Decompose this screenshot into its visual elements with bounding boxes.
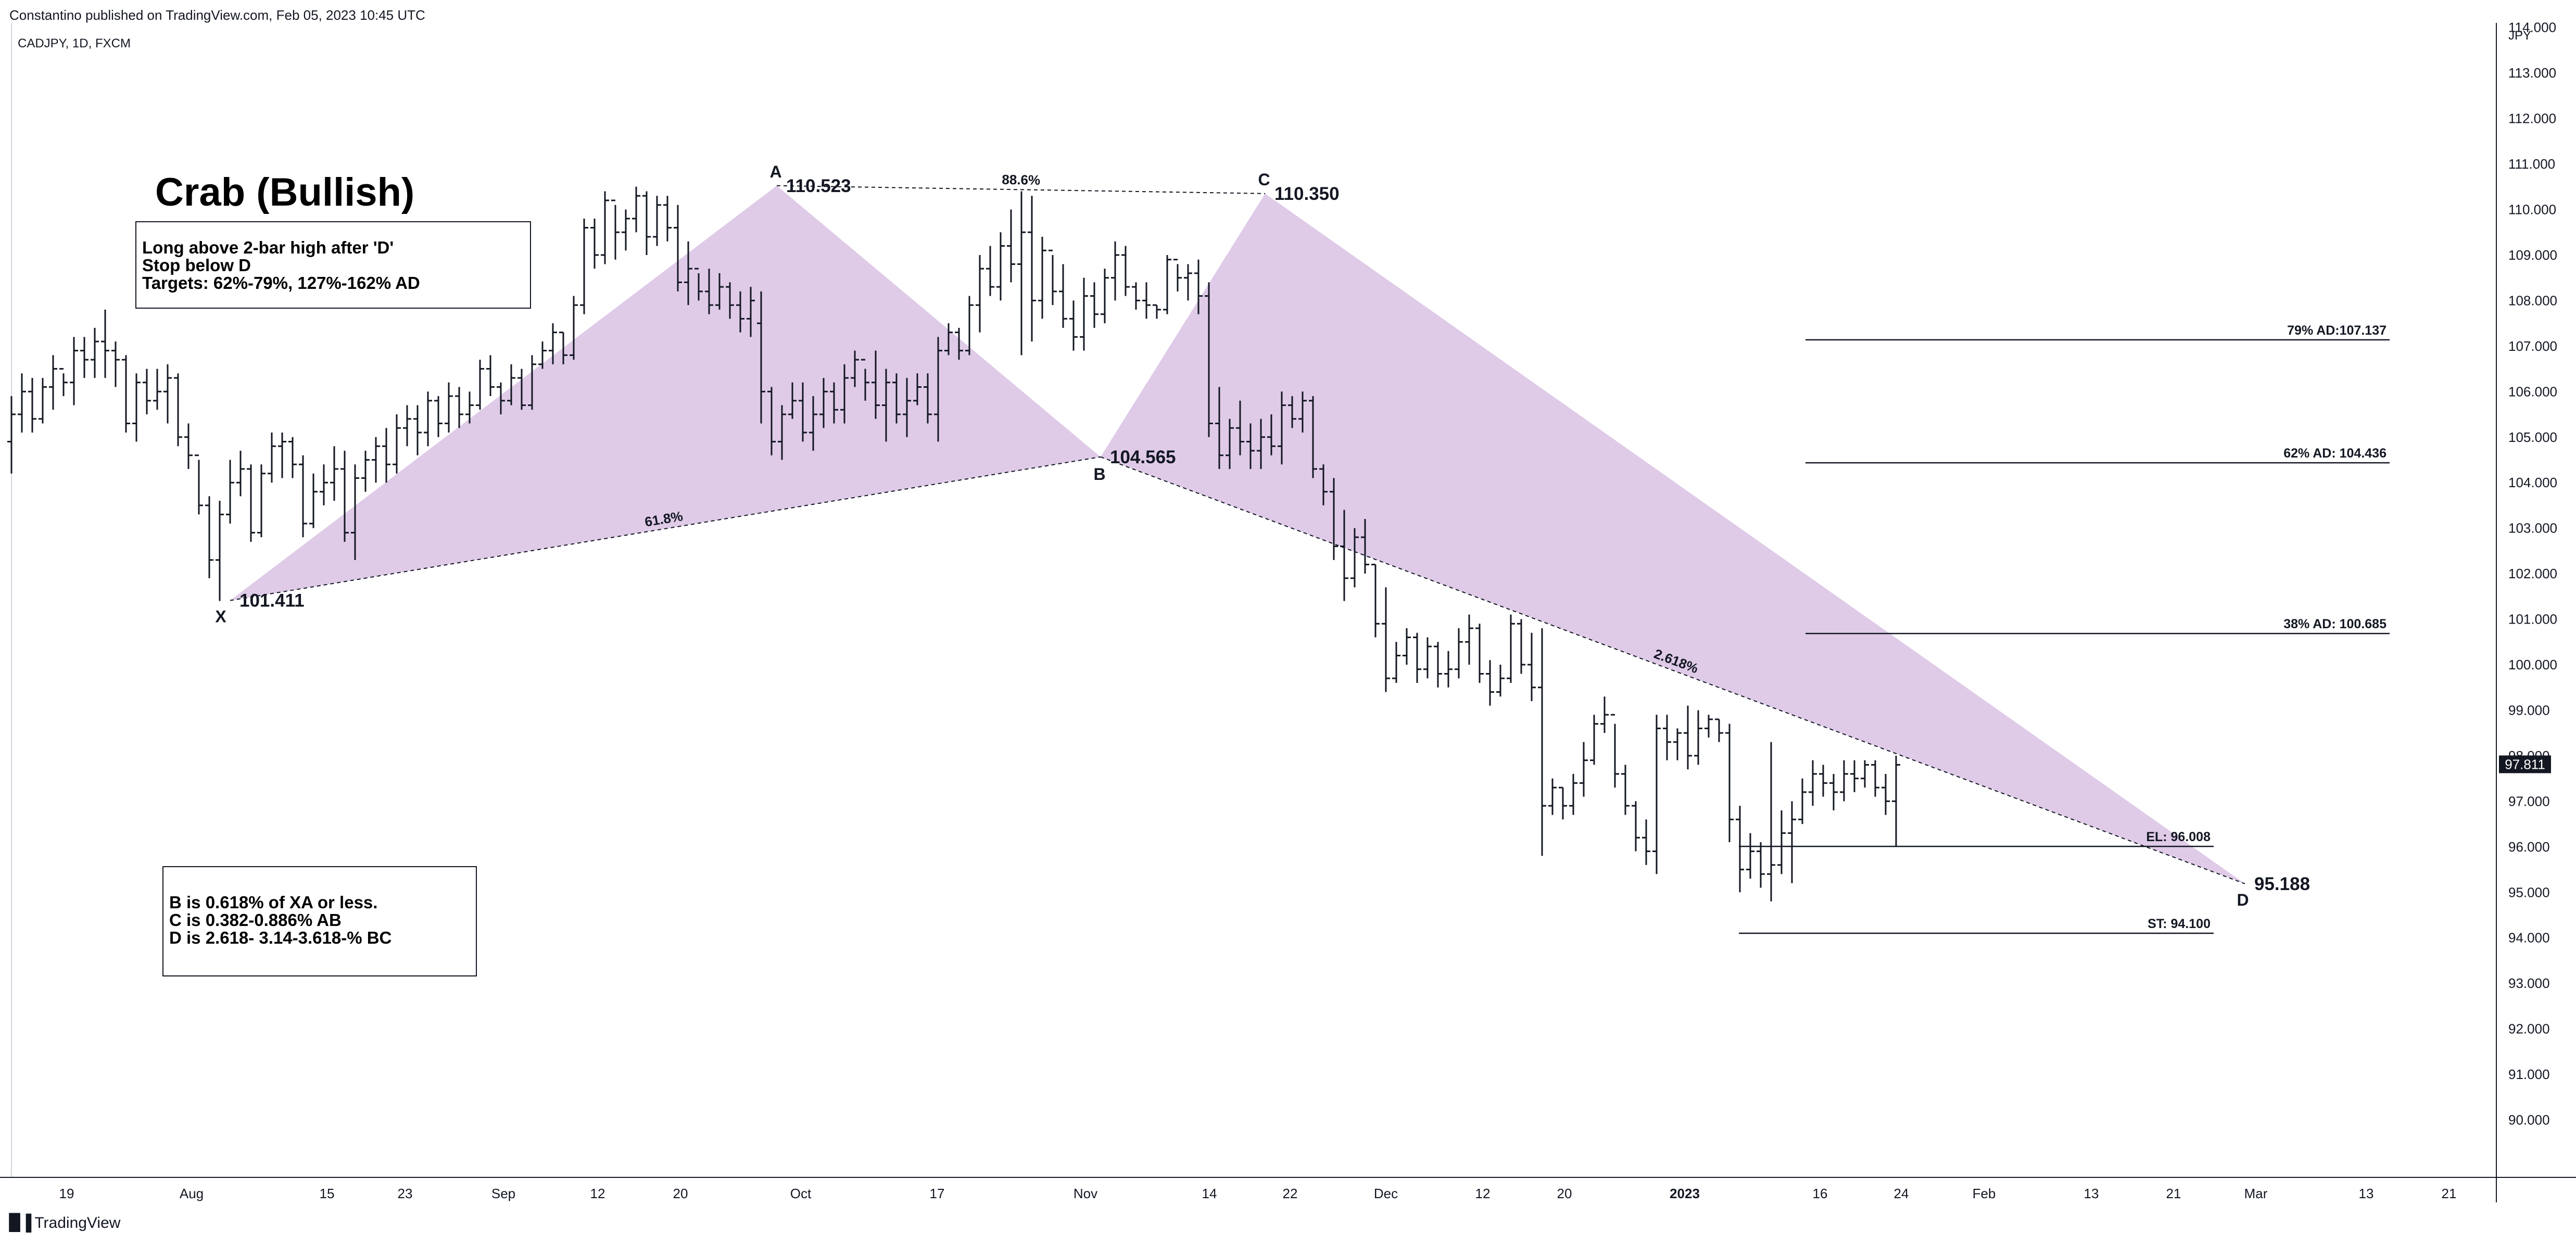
x-tick-label: Aug [180, 1186, 204, 1201]
x-tick-label: 21 [2442, 1186, 2457, 1201]
y-tick-label: 106.000 [2508, 384, 2557, 399]
targets-note[interactable]: Long above 2-bar high after 'D' Stop bel… [135, 221, 531, 309]
x-tick-label: 21 [2166, 1186, 2181, 1201]
pivot-letter: D [2237, 891, 2249, 909]
note-line: C is 0.382-0.886% AB [169, 910, 342, 930]
y-tick-label: 101.000 [2508, 612, 2557, 627]
note-line: B is 0.618% of XA or less. [169, 893, 378, 912]
y-tick-label: 105.000 [2508, 429, 2557, 445]
x-tick-label: 12 [590, 1186, 605, 1201]
currency-label: JPY [2508, 29, 2531, 43]
y-tick-label: 113.000 [2508, 65, 2556, 81]
chart-frame [0, 23, 2576, 1202]
pivot-price: 110.350 [1274, 184, 1340, 204]
x-tick-label: 12 [1475, 1186, 1491, 1201]
x-tick-label: Feb [1973, 1186, 1996, 1201]
x-tick-label: 23 [398, 1186, 413, 1201]
x-tick-label: Sep [491, 1186, 515, 1201]
pivot-letter: C [1258, 170, 1270, 189]
target-levels: 79% AD:107.137 62% AD: 104.436 38% AD: 100… [1739, 323, 2390, 934]
y-tick-label: 104.000 [2508, 475, 2557, 490]
y-tick-label: 112.000 [2508, 111, 2556, 126]
x-tick-label: 19 [59, 1186, 74, 1201]
x-tick-label: 14 [1202, 1186, 1217, 1201]
x-tick-label: 20 [673, 1186, 688, 1201]
x-tick-label: Oct [790, 1186, 812, 1201]
x-tick-label: Nov [1074, 1186, 1097, 1201]
y-tick-label: 90.000 [2508, 1112, 2550, 1128]
level-label: 38% AD: 100.685 [2283, 617, 2386, 631]
symbol-label[interactable]: CADJPY, 1D, FXCM [18, 36, 131, 50]
pivot-letter: B [1093, 465, 1105, 484]
y-tick-label: 94.000 [2508, 930, 2550, 946]
y-tick-label: 108.000 [2508, 293, 2557, 308]
y-tick-label: 103.000 [2508, 521, 2557, 536]
x-tick-label: Mar [2244, 1186, 2268, 1201]
y-tick-label: 110.000 [2508, 202, 2556, 218]
ohlc-bars [7, 186, 1900, 902]
note-line: Targets: 62%-79%, 127%-162% AD [142, 273, 420, 293]
pivot-letter: A [769, 162, 781, 181]
pivot-price: 101.411 [239, 591, 305, 611]
tradingview-watermark: ▉▐ TradingView [9, 1214, 120, 1232]
pivot-price: 110.523 [786, 176, 851, 196]
triangle-xab [230, 185, 1101, 601]
harmonic-pattern-lines [230, 185, 2245, 884]
y-tick-label: 96.000 [2508, 839, 2550, 855]
y-tick-label: 100.000 [2508, 657, 2557, 672]
pattern-title: Crab (Bullish) [155, 170, 415, 214]
level-label: ST: 94.100 [2148, 917, 2211, 931]
y-tick-label: 99.000 [2508, 702, 2550, 718]
pivot-price: 104.565 [1110, 447, 1176, 467]
y-tick-label: 114.000 [2508, 20, 2556, 35]
x-tick-label: 13 [2084, 1186, 2099, 1201]
published-by: Constantino published on TradingView.com… [9, 7, 425, 23]
triangle-bcd [1101, 193, 2245, 884]
current-price-value: 97.811 [2505, 756, 2545, 772]
note-line: D is 2.618- 3.14-3.618-% BC [169, 928, 392, 947]
harmonic-pattern-fill [230, 185, 2245, 884]
tradingview-logo-icon: ▉▐ [9, 1214, 31, 1232]
x-tick-label: 2023 [1670, 1186, 1700, 1201]
pivot-price: 95.188 [2254, 874, 2310, 894]
level-label: EL: 96.008 [2146, 830, 2211, 844]
y-tick-label: 109.000 [2508, 247, 2557, 263]
x-tick-label: 24 [1894, 1186, 1909, 1201]
rules-note[interactable]: B is 0.618% of XA or less. C is 0.382-0.… [162, 866, 477, 976]
y-tick-label: 93.000 [2508, 975, 2550, 991]
x-tick-label: 17 [930, 1186, 945, 1201]
y-tick-label: 92.000 [2508, 1021, 2550, 1037]
line-ac [776, 185, 1266, 194]
note-line: Stop below D [142, 256, 251, 275]
y-tick-label: 91.000 [2508, 1067, 2550, 1082]
ratio-label: 88.6% [1002, 172, 1040, 188]
y-tick-label: 102.000 [2508, 566, 2557, 581]
current-price-badge [2499, 755, 2551, 773]
x-tick-label: Dec [1374, 1186, 1398, 1201]
line-bd [1100, 456, 2245, 884]
level-label: 79% AD:107.137 [2287, 323, 2386, 338]
y-tick-label: 111.000 [2508, 156, 2555, 172]
y-tick-label: 107.000 [2508, 338, 2557, 354]
watermark-text: TradingView [34, 1214, 121, 1232]
pivot-letter: X [215, 607, 226, 626]
x-tick-label: 20 [1557, 1186, 1572, 1201]
line-xb [230, 456, 1101, 601]
x-tick-label: 13 [2359, 1186, 2374, 1201]
note-line: Long above 2-bar high after 'D' [142, 238, 394, 257]
level-label: 62% AD: 104.436 [2283, 446, 2386, 461]
y-tick-label: 95.000 [2508, 884, 2550, 900]
x-tick-label: 22 [1283, 1186, 1298, 1201]
x-tick-label: 15 [320, 1186, 335, 1201]
x-tick-label: 16 [1813, 1186, 1828, 1201]
y-tick-label: 97.000 [2508, 793, 2550, 809]
